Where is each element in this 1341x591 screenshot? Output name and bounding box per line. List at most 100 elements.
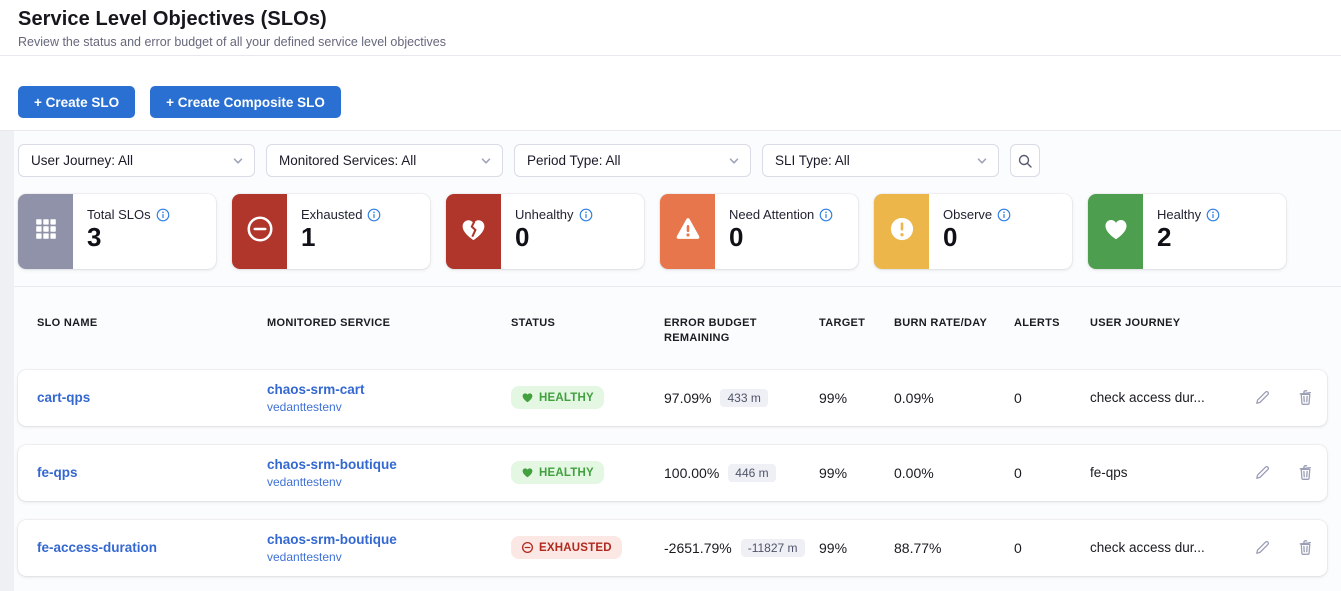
- table-row[interactable]: cart-qps chaos-srm-cart vedanttestenv HE…: [18, 369, 1327, 426]
- error-budget-percent: 100.00%: [664, 464, 720, 481]
- table-row[interactable]: fe-access-duration chaos-srm-boutique ve…: [18, 519, 1327, 576]
- summary-card-label: Healthy: [1157, 207, 1202, 222]
- summary-card-value: 0: [729, 222, 744, 252]
- col-user-journey: User Journey: [1090, 317, 1181, 329]
- summary-card-label: Exhausted: [301, 207, 363, 222]
- summary-card[interactable]: Need Attention 0: [660, 194, 858, 269]
- page-header: Service Level Objectives (SLOs) Review t…: [0, 0, 1341, 56]
- burn-rate-value: 88.77%: [894, 539, 942, 556]
- status-badge: HEALTHY: [511, 386, 604, 410]
- error-budget-minutes-chip: 433 m: [720, 388, 768, 407]
- exclamation-circle-icon: [888, 215, 916, 248]
- chevron-down-icon: [232, 155, 244, 167]
- chevron-down-icon: [976, 155, 988, 167]
- target-value: 99%: [819, 389, 848, 406]
- summary-card-value: 1: [301, 222, 316, 252]
- delete-button[interactable]: [1297, 464, 1314, 481]
- minus-circle-icon: [521, 541, 534, 554]
- trash-icon: [1297, 539, 1314, 556]
- summary-card[interactable]: Healthy 2: [1088, 194, 1286, 269]
- summary-card-label: Total SLOs: [87, 207, 151, 222]
- delete-button[interactable]: [1297, 389, 1314, 406]
- edit-button[interactable]: [1254, 389, 1271, 406]
- summary-card-label: Unhealthy: [515, 207, 574, 222]
- slo-name-link[interactable]: fe-access-duration: [37, 539, 158, 555]
- slo-name-link[interactable]: fe-qps: [37, 464, 78, 480]
- summary-card-value: 0: [943, 222, 958, 252]
- heart-icon: [1102, 215, 1130, 248]
- col-slo-name: SLO Name: [37, 317, 98, 329]
- info-icon[interactable]: [367, 208, 381, 222]
- summary-card[interactable]: Exhausted 1: [232, 194, 430, 269]
- heart-icon: [521, 466, 534, 479]
- search-button[interactable]: [1010, 144, 1040, 177]
- create-composite-slo-button[interactable]: + Create Composite SLO: [150, 86, 341, 118]
- col-alerts: Alerts: [1014, 317, 1060, 329]
- error-budget-minutes-chip: -11827 m: [740, 538, 805, 557]
- col-status: Status: [511, 317, 556, 329]
- slo-table-body: cart-qps chaos-srm-cart vedanttestenv HE…: [0, 369, 1341, 576]
- summary-card[interactable]: Total SLOs 3: [18, 194, 216, 269]
- filter-dropdown[interactable]: Monitored Services: All: [266, 144, 503, 177]
- page-subtitle: Review the status and error budget of al…: [18, 35, 447, 49]
- info-icon[interactable]: [156, 208, 170, 222]
- monitored-service-link[interactable]: chaos-srm-cart: [267, 381, 365, 397]
- alerts-count: 0: [1014, 464, 1022, 481]
- filter-bar: User Journey: All Monitored Services: Al…: [0, 131, 1341, 189]
- alerts-count: 0: [1014, 389, 1022, 406]
- summary-cards: Total SLOs 3 Exhausted 1: [0, 189, 1341, 287]
- chevron-down-icon: [480, 155, 492, 167]
- info-icon[interactable]: [579, 208, 593, 222]
- summary-card-label: Need Attention: [729, 207, 815, 222]
- warning-triangle-icon: [674, 215, 702, 248]
- create-slo-button[interactable]: + Create SLO: [18, 86, 136, 118]
- status-badge: EXHAUSTED: [511, 536, 622, 560]
- col-monitored-service: Monitored Service: [267, 317, 391, 329]
- monitored-service-link[interactable]: chaos-srm-boutique: [267, 531, 397, 547]
- info-icon[interactable]: [1206, 208, 1220, 222]
- status-badge: HEALTHY: [511, 461, 604, 485]
- environment-link[interactable]: vedanttestenv: [267, 474, 342, 489]
- minus-circle-icon: [245, 214, 275, 249]
- slo-name-link[interactable]: cart-qps: [37, 389, 91, 405]
- monitored-service-link[interactable]: chaos-srm-boutique: [267, 456, 397, 472]
- trash-icon: [1297, 464, 1314, 481]
- filter-dropdown[interactable]: User Journey: All: [18, 144, 255, 177]
- target-value: 99%: [819, 464, 848, 481]
- error-budget-minutes-chip: 446 m: [728, 463, 776, 482]
- info-icon[interactable]: [997, 208, 1011, 222]
- col-target: Target: [819, 317, 866, 329]
- environment-link[interactable]: vedanttestenv: [267, 549, 342, 564]
- summary-card-label: Observe: [943, 207, 993, 222]
- chevron-down-icon: [728, 155, 740, 167]
- summary-card-value: 2: [1157, 222, 1172, 252]
- filter-dropdown[interactable]: Period Type: All: [514, 144, 751, 177]
- summary-card-value: 3: [87, 222, 102, 252]
- left-gutter: [0, 131, 14, 591]
- summary-card-value: 0: [515, 222, 530, 252]
- edit-pencil-icon: [1254, 464, 1271, 481]
- summary-card[interactable]: Observe 0: [874, 194, 1072, 269]
- page-title: Service Level Objectives (SLOs): [18, 8, 327, 30]
- target-value: 99%: [819, 539, 848, 556]
- grid-icon: [34, 217, 58, 246]
- summary-card[interactable]: Unhealthy 0: [446, 194, 644, 269]
- filter-dropdown[interactable]: SLI Type: All: [762, 144, 999, 177]
- edit-button[interactable]: [1254, 539, 1271, 556]
- toolbar: + Create SLO + Create Composite SLO: [0, 56, 1341, 131]
- info-icon[interactable]: [819, 208, 833, 222]
- broken-heart-icon: [459, 215, 488, 249]
- alerts-count: 0: [1014, 539, 1022, 556]
- slo-table-header: SLO Name Monitored Service Status Error …: [37, 287, 1327, 370]
- table-row[interactable]: fe-qps chaos-srm-boutique vedanttestenv …: [18, 444, 1327, 501]
- search-icon: [1017, 153, 1033, 169]
- user-journey-value: fe-qps: [1090, 465, 1128, 481]
- col-error-budget: Error Budget Remaining: [664, 317, 757, 345]
- delete-button[interactable]: [1297, 539, 1314, 556]
- edit-pencil-icon: [1254, 539, 1271, 556]
- edit-button[interactable]: [1254, 464, 1271, 481]
- user-journey-value: check access dur...: [1090, 540, 1205, 556]
- col-actions: [1254, 316, 1327, 347]
- heart-icon: [521, 391, 534, 404]
- environment-link[interactable]: vedanttestenv: [267, 399, 342, 414]
